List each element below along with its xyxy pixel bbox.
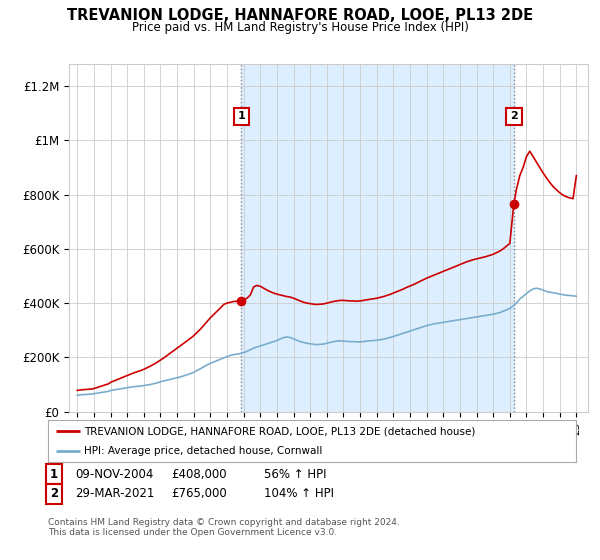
Text: £408,000: £408,000 (171, 468, 227, 481)
Text: £765,000: £765,000 (171, 487, 227, 501)
Text: TREVANION LODGE, HANNAFORE ROAD, LOOE, PL13 2DE (detached house): TREVANION LODGE, HANNAFORE ROAD, LOOE, P… (84, 426, 475, 436)
Text: 1: 1 (50, 468, 58, 481)
Text: 2: 2 (510, 111, 518, 122)
Text: HPI: Average price, detached house, Cornwall: HPI: Average price, detached house, Corn… (84, 446, 322, 456)
Text: 2: 2 (50, 487, 58, 501)
Text: 09-NOV-2004: 09-NOV-2004 (75, 468, 154, 481)
Text: 104% ↑ HPI: 104% ↑ HPI (264, 487, 334, 501)
Text: TREVANION LODGE, HANNAFORE ROAD, LOOE, PL13 2DE: TREVANION LODGE, HANNAFORE ROAD, LOOE, P… (67, 8, 533, 24)
Bar (241, 64, 514, 412)
Text: 29-MAR-2021: 29-MAR-2021 (75, 487, 154, 501)
Text: Price paid vs. HM Land Registry's House Price Index (HPI): Price paid vs. HM Land Registry's House … (131, 21, 469, 34)
Text: Contains HM Land Registry data © Crown copyright and database right 2024.
This d: Contains HM Land Registry data © Crown c… (48, 518, 400, 538)
Text: 56% ↑ HPI: 56% ↑ HPI (264, 468, 326, 481)
Text: 1: 1 (238, 111, 245, 122)
